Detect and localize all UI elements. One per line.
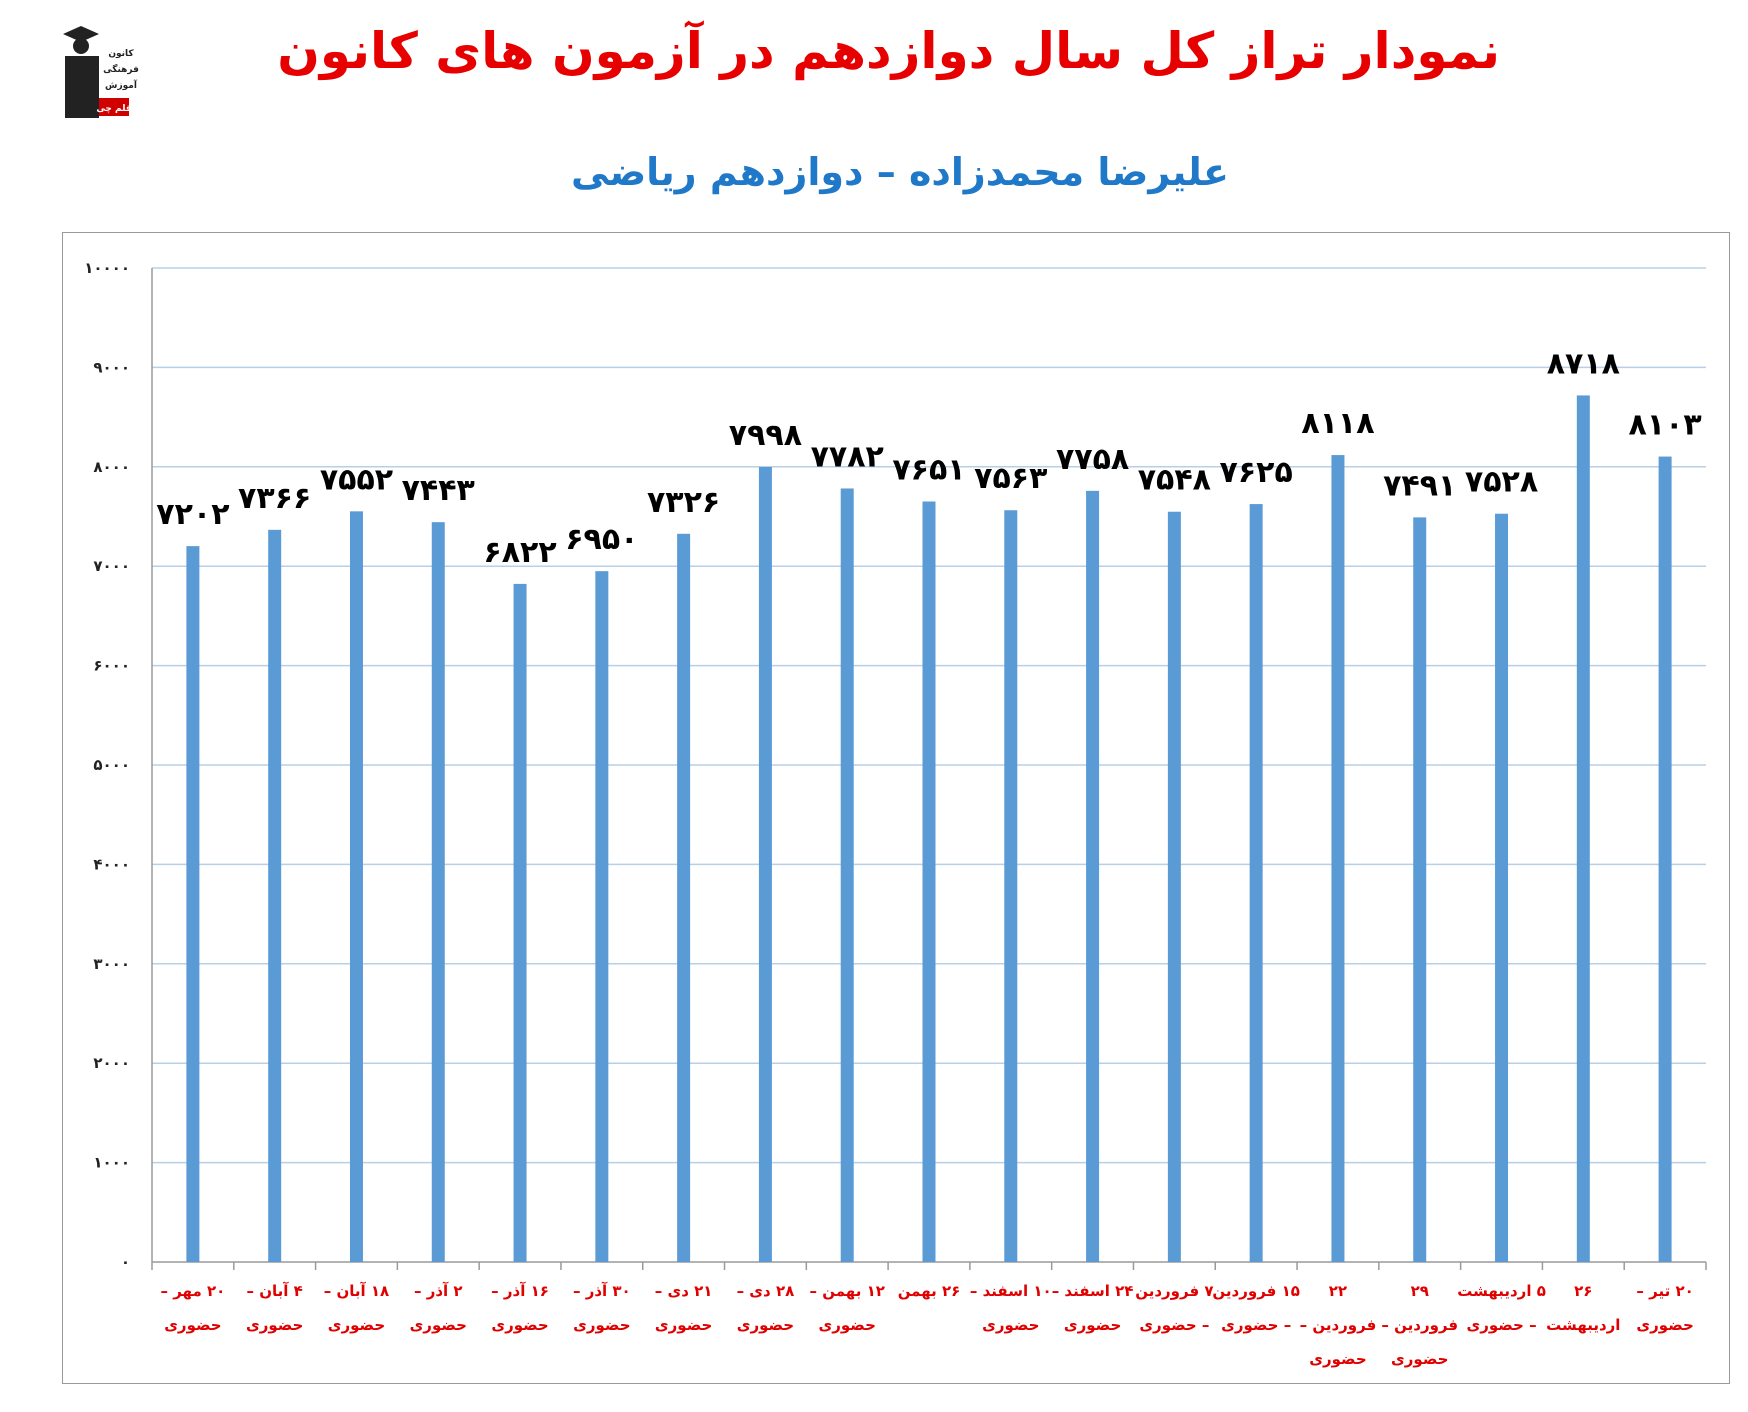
- data-label: ۷۴۹۱: [1383, 468, 1456, 503]
- y-tick-label: ۲۰۰۰: [93, 1054, 130, 1072]
- bar: [840, 488, 854, 1262]
- x-tick-label: حضوری: [328, 1316, 385, 1334]
- x-tick-label: حضوری: [1064, 1316, 1121, 1334]
- chart-title: نمودار تراز کل سال دوازدهم در آزمون های …: [277, 22, 1500, 80]
- x-tick-label: ۲۲: [1329, 1282, 1347, 1300]
- bar: [431, 522, 445, 1262]
- x-tick-label: – حضوری: [1221, 1316, 1291, 1334]
- bar: [677, 533, 691, 1262]
- x-tick-label: حضوری: [410, 1316, 467, 1334]
- x-tick-label: ۱۵ فروردین: [1212, 1282, 1299, 1300]
- logo-line-2: فرهنگی: [103, 63, 139, 75]
- chart-subtitle: علیرضا محمدزاده – دوازدهم ریاضی: [571, 150, 1229, 194]
- bar: [1004, 510, 1018, 1262]
- y-tick-label: ۵۰۰۰: [93, 756, 130, 774]
- x-tick-label: فروردین –: [1300, 1316, 1377, 1334]
- bar: [1413, 517, 1427, 1262]
- bar: [1167, 511, 1181, 1263]
- x-tick-label: ۵ اردیبهشت: [1457, 1282, 1546, 1300]
- x-tick-label: حضوری: [246, 1316, 303, 1334]
- logo-badge: قلم چی: [96, 104, 131, 114]
- y-tick-label: ۹۰۰۰: [93, 358, 130, 376]
- data-label: ۷۶۲۵: [1220, 455, 1293, 490]
- x-tick-label: ۷ فروردین: [1135, 1282, 1213, 1300]
- bar: [595, 571, 609, 1262]
- bar: [1658, 456, 1672, 1263]
- bar: [1249, 504, 1263, 1262]
- x-tick-label: ۴ آبان –: [247, 1282, 303, 1300]
- x-tick-label: – حضوری: [1466, 1316, 1536, 1334]
- logo: کانون فرهنگی آموزش قلم چی: [55, 16, 145, 126]
- data-label: ۷۵۴۸: [1138, 463, 1211, 498]
- data-label: ۸۷۱۸: [1547, 346, 1620, 381]
- data-label: ۷۳۶۶: [238, 481, 311, 516]
- logo-line-1: کانون: [108, 49, 134, 59]
- bar: [1576, 395, 1590, 1262]
- logo-line-3: آموزش: [105, 79, 138, 91]
- y-tick-label: ۱۰۰۰: [93, 1154, 130, 1172]
- y-tick-label: ۳۰۰۰: [93, 955, 130, 973]
- bar: [268, 529, 282, 1262]
- data-label: ۷۴۴۳: [402, 473, 475, 508]
- x-tick-label: ۲۶ بهمن: [898, 1282, 961, 1300]
- x-tick-label: ۱۸ آبان –: [324, 1282, 389, 1300]
- x-tick-label: ۳۰ آذر –: [573, 1282, 631, 1300]
- bar: [1086, 490, 1100, 1262]
- x-tick-label: حضوری: [982, 1316, 1039, 1334]
- data-label: ۷۹۹۸: [729, 418, 802, 453]
- x-tick-label: ۲۰ مهر –: [161, 1282, 226, 1300]
- x-tick-label: ۱۲ بهمن –: [810, 1282, 885, 1300]
- x-tick-label: ۲۶: [1574, 1282, 1592, 1300]
- x-tick-label: حضوری: [1309, 1350, 1366, 1368]
- x-tick-label: اردیبهشت: [1546, 1316, 1620, 1334]
- data-label: ۷۷۸۲: [811, 439, 884, 474]
- data-label: ۸۱۱۸: [1301, 406, 1374, 441]
- y-tick-label: ۶۰۰۰: [93, 657, 130, 675]
- x-tick-label: ۲۱ دی –: [655, 1282, 713, 1300]
- bar: [349, 511, 363, 1263]
- data-label: ۶۸۲۲: [483, 535, 556, 570]
- y-tick-label: ۱۰۰۰۰: [84, 259, 130, 277]
- bar: [186, 546, 200, 1262]
- x-tick-label: ۲۴ اسفند –: [1052, 1282, 1134, 1300]
- bar: [1495, 513, 1509, 1262]
- bar: [1331, 455, 1345, 1262]
- x-tick-label: حضوری: [737, 1316, 794, 1334]
- graduate-logo-icon: کانون فرهنگی آموزش قلم چی: [63, 26, 139, 118]
- x-tick-label: ۱۶ آذر –: [491, 1282, 549, 1300]
- x-tick-label: حضوری: [1636, 1316, 1693, 1334]
- y-tick-label: ۷۰۰۰: [93, 557, 130, 575]
- y-tick-label: ۰: [121, 1253, 130, 1271]
- data-label: ۷۵۲۸: [1465, 465, 1538, 500]
- x-tick-label: – حضوری: [1139, 1316, 1209, 1334]
- x-tick-label: حضوری: [1391, 1350, 1448, 1368]
- data-label: ۷۶۵۱: [892, 452, 965, 487]
- y-tick-label: ۴۰۰۰: [93, 855, 130, 873]
- bar: [922, 501, 936, 1262]
- data-label: ۷۵۶۳: [974, 461, 1047, 496]
- x-tick-label: حضوری: [164, 1316, 221, 1334]
- chart-area: [62, 232, 1730, 1384]
- x-tick-label: ۲ آذر –: [414, 1282, 463, 1300]
- data-label: ۷۳۲۶: [647, 485, 720, 520]
- data-label: ۷۲۰۲: [156, 497, 229, 532]
- x-tick-label: حضوری: [491, 1316, 548, 1334]
- data-label: ۷۵۵۲: [320, 462, 393, 497]
- bar: [513, 583, 527, 1262]
- data-label: ۸۱۰۳: [1628, 408, 1701, 443]
- x-tick-label: ۲۸ دی –: [737, 1282, 795, 1300]
- x-tick-label: فروردین –: [1381, 1316, 1458, 1334]
- x-tick-label: حضوری: [819, 1316, 876, 1334]
- data-label: ۷۷۵۸: [1056, 442, 1129, 477]
- x-tick-label: ۲۰ تیر –: [1636, 1282, 1693, 1300]
- x-tick-label: ۱۰ اسفند –: [970, 1282, 1052, 1300]
- data-label: ۶۹۵۰: [565, 522, 638, 557]
- bar: [758, 466, 772, 1263]
- y-tick-label: ۸۰۰۰: [93, 458, 130, 476]
- x-tick-label: حضوری: [655, 1316, 712, 1334]
- x-tick-label: ۲۹: [1411, 1282, 1429, 1300]
- x-tick-label: حضوری: [573, 1316, 630, 1334]
